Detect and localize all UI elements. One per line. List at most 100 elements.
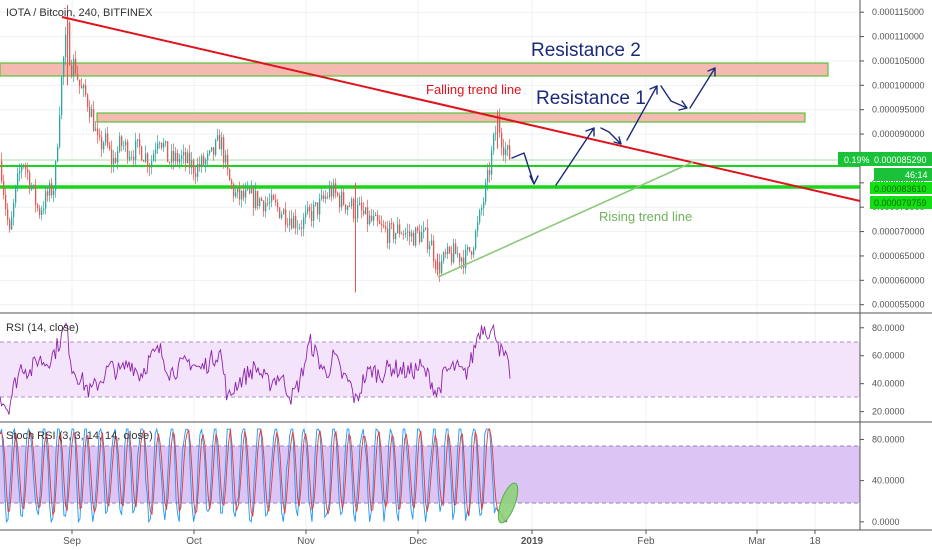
candle-body-78 [157,143,159,150]
candle-body-226 [453,243,455,263]
candle-body-165 [331,187,333,197]
candle-body-42 [85,85,87,95]
candle-body-96 [193,160,195,174]
candle-body-46 [93,109,95,131]
candle-body-26 [53,190,55,196]
candle-body-56 [113,157,115,165]
candle-body-83 [167,141,169,163]
candle-body-141 [283,209,285,215]
candle-body-241 [483,201,485,209]
candle-body-68 [137,139,139,141]
candle-body-180 [361,202,363,211]
falling-trend-label: Falling trend line [426,82,521,97]
candle-body-43 [87,94,89,107]
candle-body-104 [209,150,211,154]
candle-body-209 [419,231,421,243]
candle-body-122 [245,189,247,198]
rsi-pane [0,322,511,415]
candle-body-148 [297,227,299,229]
candle-body-195 [391,223,393,224]
candle-body-114 [229,169,231,181]
falling-trend-line[interactable] [61,16,861,202]
candle-body-207 [415,227,417,246]
stoch-band [0,446,860,503]
candle-body-85 [171,150,173,163]
candle-body-250 [501,132,503,148]
candle-body-27 [55,161,57,191]
candle-body-221 [443,252,445,261]
candle-body-169 [339,195,341,208]
candle-body-194 [389,223,391,244]
rising-trend-line[interactable] [437,161,694,278]
candle-body-144 [289,218,291,225]
rsi-tick-label-3: 20.0000 [872,407,905,417]
candle-body-224 [449,246,451,253]
candle-body-75 [151,161,153,168]
stoch-d-line [0,428,508,522]
candle-body-203 [407,231,409,233]
candle-body-76 [153,153,155,162]
candle-body-106 [213,147,215,155]
candle-body-59 [119,136,121,152]
candle-body-35 [71,65,73,77]
candle-body-174 [349,206,351,207]
current-change: 0.19% [844,155,870,165]
candle-body-193 [387,228,389,244]
candle-body-134 [269,201,271,204]
candle-body-41 [83,85,85,89]
candle-body-220 [441,260,443,274]
candle-body-230 [461,257,463,262]
price-tag-support-1: 0.000083610 [870,182,932,194]
arrow-path-4 [626,85,658,141]
candle-body-49 [99,135,101,138]
candle-body-214 [429,245,431,250]
candle-body-157 [315,202,317,205]
candle-body-183 [367,207,369,224]
candle-body-128 [257,190,259,207]
candle-body-191 [383,225,385,227]
rsi-tick-label-1: 60.0000 [872,351,905,361]
candle-body-14 [29,172,31,190]
candle-body-23 [47,191,49,196]
candle-body-1 [3,180,5,195]
resistance-zone-1[interactable] [96,112,806,123]
rsi-tick-label-2: 40.0000 [872,379,905,389]
candle-body-103 [207,153,209,160]
stoch-k-line [0,427,508,524]
candle-body-117 [235,192,237,197]
candle-body-65 [131,156,133,158]
candle-body-54 [109,145,111,150]
candle-body-90 [181,155,183,159]
candle-body-162 [325,196,327,199]
candle-body-39 [79,79,81,86]
candle-body-185 [371,215,373,221]
x-tick-label-5: Feb [637,536,655,547]
candle-body-63 [127,141,129,160]
price-tick-label-8: 0.000070000 [872,227,925,237]
candle-body-15 [31,186,33,190]
candle-body-147 [295,215,297,228]
candle-body-92 [185,151,187,164]
candle-body-198 [397,224,399,234]
candle-body-38 [77,73,79,80]
candle-body-240 [481,208,483,211]
rsi-tick-label-0: 80.0000 [872,323,905,333]
candle-body-124 [249,188,251,194]
candle-body-225 [451,252,453,263]
candle-body-153 [307,207,309,213]
candle-body-6 [13,203,15,218]
candle-body-88 [177,152,179,163]
resistance-zone-2[interactable] [0,62,829,77]
candle-body-149 [299,227,301,229]
grid [0,0,860,530]
candle-body-212 [425,227,427,230]
candle-body-95 [191,160,193,168]
candle-body-25 [51,183,53,196]
candle-body-37 [75,58,77,74]
candle-body-137 [275,199,277,203]
candle-body-17 [35,184,37,205]
candle-body-234 [469,246,471,252]
candle-body-204 [409,231,411,237]
candle-body-187 [375,214,377,216]
candle-body-188 [377,214,379,222]
